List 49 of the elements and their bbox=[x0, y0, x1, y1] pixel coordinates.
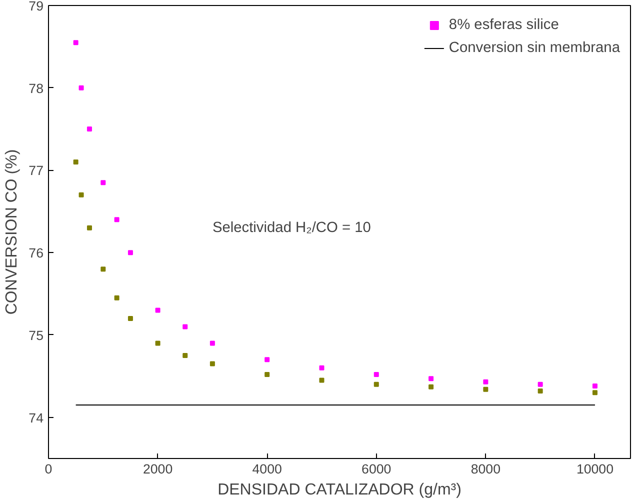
point bbox=[538, 382, 543, 387]
legend-label: Conversion sin membrana bbox=[448, 40, 620, 56]
x-axis-title: DENSIDAD CATALIZADOR (g/m³) bbox=[218, 482, 462, 498]
y-tick-label: 76 bbox=[28, 246, 44, 261]
point bbox=[155, 340, 160, 346]
x-tick-label: 10000 bbox=[576, 462, 614, 476]
point bbox=[128, 316, 133, 321]
point bbox=[78, 192, 84, 198]
point bbox=[73, 159, 78, 164]
point bbox=[182, 353, 188, 358]
point bbox=[264, 372, 270, 377]
y-axis-title: CONVERSION CO (%) bbox=[4, 149, 21, 315]
point bbox=[100, 180, 106, 186]
point bbox=[182, 324, 188, 330]
point bbox=[592, 390, 598, 396]
point bbox=[210, 340, 215, 346]
x-tick-label: 8000 bbox=[470, 462, 501, 476]
y-tick-label: 77 bbox=[28, 163, 44, 178]
legend-label: 8% esferas silice bbox=[448, 17, 559, 33]
y-tick-label: 75 bbox=[28, 328, 44, 343]
point bbox=[374, 372, 379, 377]
point bbox=[78, 85, 84, 90]
point bbox=[73, 40, 78, 46]
point bbox=[155, 308, 160, 313]
point bbox=[114, 217, 120, 222]
point bbox=[210, 361, 215, 366]
point bbox=[374, 382, 379, 387]
x-tick-label: 2000 bbox=[142, 462, 173, 476]
annotation: Selectividad H₂/CO = 10 bbox=[212, 220, 371, 236]
point bbox=[128, 250, 133, 256]
point bbox=[114, 295, 120, 300]
point bbox=[319, 365, 324, 370]
point bbox=[428, 376, 434, 382]
point bbox=[86, 225, 92, 230]
y-tick-label: 74 bbox=[28, 410, 44, 426]
x-tick-label: 0 bbox=[44, 462, 52, 476]
point bbox=[483, 379, 488, 384]
x-tick-label: 6000 bbox=[362, 462, 392, 476]
point bbox=[100, 266, 106, 272]
point bbox=[86, 126, 92, 132]
y-tick-label: 79 bbox=[28, 0, 44, 14]
point bbox=[483, 386, 488, 392]
y-tick-label: 78 bbox=[28, 80, 44, 96]
point bbox=[428, 384, 434, 390]
point bbox=[592, 384, 598, 389]
x-tick-label: 4000 bbox=[252, 462, 282, 476]
point bbox=[264, 357, 270, 362]
point bbox=[538, 388, 543, 394]
point bbox=[319, 378, 324, 383]
